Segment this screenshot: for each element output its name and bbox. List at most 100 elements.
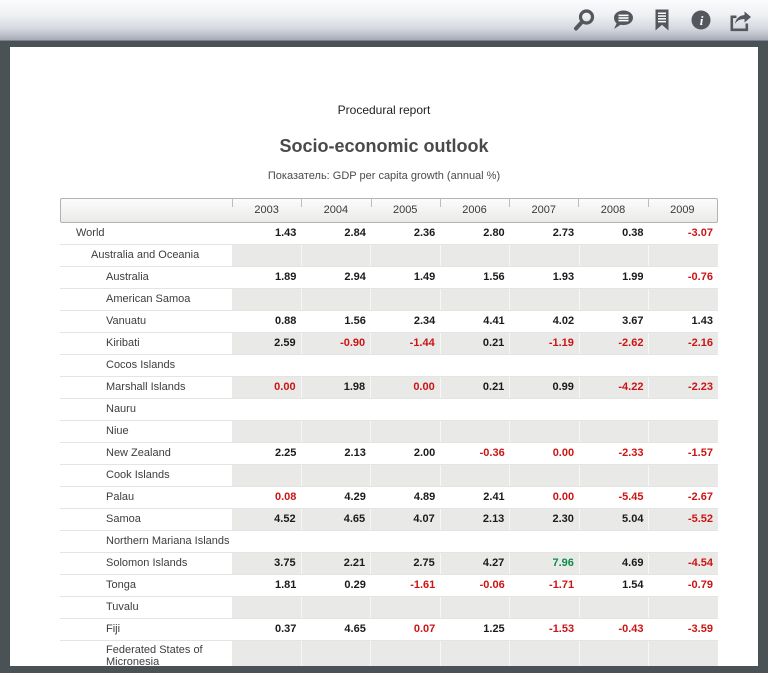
value-cell: -4.22: [578, 377, 649, 398]
row-label: New Zealand: [106, 447, 171, 459]
table-row: Niue: [60, 421, 719, 443]
value-cell: 0.21: [439, 377, 510, 398]
value-cell: 4.29: [344, 491, 366, 503]
value-cell: 1.54: [622, 579, 644, 591]
empty-cell: [648, 597, 719, 618]
table-row: Tuvalu: [60, 597, 719, 619]
empty-cell: [371, 355, 440, 376]
table-row: Federated States of Micronesia: [60, 641, 719, 666]
comment-icon: [610, 7, 636, 33]
value-cell: 2.34: [413, 315, 436, 327]
empty-cell: [371, 531, 440, 552]
value-cell: 2.21: [300, 553, 371, 574]
table-row: Samoa 4.52 4.65 4.07 2.13 2.30 5.04 -5.52: [60, 509, 719, 531]
value-cell: -0.76: [687, 271, 713, 283]
value-cell: 2.00: [413, 447, 436, 459]
empty-cell: [370, 289, 440, 310]
empty-cell: [370, 465, 440, 486]
table-row: New Zealand 2.25 2.13 2.00 -0.36 0.00 -2.33 -1.…: [60, 443, 718, 465]
row-label: Cocos Islands: [106, 359, 176, 371]
year-column-header: 2005: [370, 198, 440, 222]
value-cell: 2.94: [344, 271, 366, 283]
value-cell: 4.69: [578, 553, 649, 574]
info-icon-button[interactable]: i: [685, 4, 717, 36]
year-column-header: 2009: [647, 198, 717, 222]
row-label: American Samoa: [106, 293, 191, 305]
value-cell: 2.13: [344, 447, 366, 459]
empty-cell: [300, 289, 371, 310]
empty-cell: [439, 245, 510, 266]
value-cell: -0.36: [479, 447, 505, 459]
empty-cell: [439, 289, 510, 310]
empty-cell: [649, 531, 718, 552]
share-icon-button[interactable]: [724, 4, 756, 36]
value-cell: -0.06: [479, 579, 505, 591]
year-column-header: 2006: [439, 198, 509, 222]
value-cell: 0.88: [275, 315, 297, 327]
value-cell: 0.00: [552, 491, 575, 503]
value-cell: 1.56: [483, 271, 505, 283]
empty-cell: [371, 399, 440, 420]
empty-cell: [232, 355, 301, 376]
empty-cell: [648, 641, 719, 666]
empty-cell: [579, 531, 648, 552]
empty-cell: [578, 641, 649, 666]
empty-cell: [509, 421, 579, 442]
value-cell: -0.90: [300, 333, 371, 354]
empty-cell: [578, 421, 649, 442]
row-label: Australia: [106, 271, 149, 283]
value-cell: 4.02: [552, 315, 575, 327]
empty-cell: [439, 465, 510, 486]
table-row: Northern Mariana Islands: [60, 531, 718, 553]
empty-cell: [232, 465, 301, 486]
bookmark-icon: [649, 7, 675, 33]
empty-cell: [509, 597, 579, 618]
empty-cell: [301, 531, 370, 552]
value-cell: -1.61: [410, 579, 436, 591]
comment-icon-button[interactable]: [607, 4, 639, 36]
value-cell: 2.13: [439, 509, 510, 530]
row-label: Palau: [106, 491, 135, 503]
empty-cell: [300, 597, 371, 618]
value-cell: 2.25: [275, 447, 297, 459]
value-cell: 3.75: [232, 553, 301, 574]
toolbar-icon-group: i: [568, 4, 756, 36]
value-cell: 0.00: [232, 377, 301, 398]
empty-cell: [509, 641, 579, 666]
empty-cell: [648, 245, 719, 266]
value-cell: 4.65: [300, 509, 371, 530]
empty-cell: [300, 421, 371, 442]
empty-cell: [578, 465, 649, 486]
table-row: Palau 0.08 4.29 4.89 2.41 0.00 -5.45 -2.67: [60, 487, 718, 509]
empty-cell: [440, 399, 509, 420]
report-page: Procedural report Socio-economic outlook…: [10, 47, 758, 666]
report-kicker: Procedural report: [337, 103, 431, 117]
empty-cell: [300, 641, 371, 666]
empty-cell: [649, 399, 718, 420]
value-cell: 1.89: [275, 271, 297, 283]
value-cell: 4.41: [483, 315, 505, 327]
value-cell: -2.62: [578, 333, 649, 354]
table-row: World 1.43 2.84 2.36 2.80 2.73 0.38 -3.07: [60, 223, 718, 245]
table-row: American Samoa: [60, 289, 719, 311]
empty-cell: [509, 245, 579, 266]
row-label: Niue: [106, 425, 129, 437]
value-cell: 1.93: [552, 271, 575, 283]
value-cell: 4.52: [232, 509, 301, 530]
value-cell: 1.25: [483, 623, 505, 635]
search-icon-button[interactable]: [568, 4, 600, 36]
value-cell: -1.44: [370, 333, 440, 354]
empty-cell: [440, 531, 509, 552]
empty-cell: [648, 289, 719, 310]
value-cell: 0.37: [275, 623, 297, 635]
value-cell: -0.43: [618, 623, 644, 635]
value-cell: -5.45: [618, 491, 644, 503]
empty-cell: [232, 641, 301, 666]
value-cell: 0.21: [439, 333, 510, 354]
table-row: Australia 1.89 2.94 1.49 1.56 1.93 1.99 -0.76: [60, 267, 718, 289]
bookmark-icon-button[interactable]: [646, 4, 678, 36]
empty-cell: [232, 531, 301, 552]
row-label: Samoa: [106, 513, 141, 525]
value-cell: 0.07: [413, 623, 436, 635]
value-cell: 1.81: [275, 579, 297, 591]
